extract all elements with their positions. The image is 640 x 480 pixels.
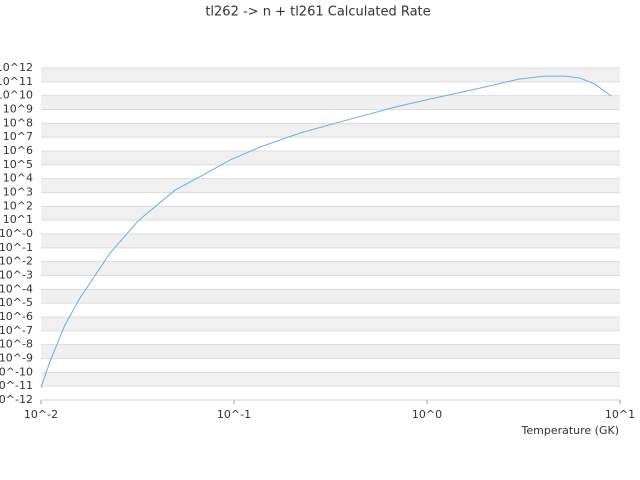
y-tick-label: 10^9	[3, 103, 33, 116]
x-tick-label: 10^-1	[217, 408, 251, 421]
y-tick-label: 10^7	[3, 130, 33, 143]
y-tick-label: 10^-11	[0, 379, 33, 392]
y-tick-label: 10^-12	[0, 393, 33, 406]
y-tick-label: 10^-5	[0, 296, 33, 309]
grid-band	[41, 344, 620, 359]
grid-band	[41, 151, 620, 165]
y-tick-label: 10^11	[0, 75, 33, 88]
y-tick-label: 10^8	[3, 116, 33, 129]
y-tick-label: 10^-0	[0, 227, 33, 240]
y-tick-label: 10^12	[0, 61, 33, 74]
y-tick-label: 10^-1	[0, 241, 33, 254]
y-tick-label: 10^10	[0, 89, 33, 102]
y-tick-label: 10^-10	[0, 365, 33, 378]
grid-band	[41, 206, 620, 221]
grid-band	[41, 95, 620, 110]
grid-band	[41, 178, 620, 193]
y-tick-label: 10^-9	[0, 352, 33, 365]
grid-band	[41, 289, 620, 304]
y-tick-label: 10^-6	[0, 310, 33, 323]
y-tick-label: 10^-2	[0, 255, 33, 268]
grid-band	[41, 261, 620, 276]
y-tick-label: 10^2	[3, 199, 33, 212]
grid-band	[41, 68, 620, 82]
grid-band	[41, 317, 620, 331]
x-tick-label: 10^-2	[24, 408, 58, 421]
y-tick-label: 10^-4	[0, 282, 33, 295]
y-tick-label: 10^1	[3, 213, 33, 226]
y-tick-label: 10^4	[3, 172, 33, 185]
x-axis-label: Temperature (GK)	[521, 424, 620, 437]
y-tick-label: 10^3	[3, 186, 33, 199]
y-tick-label: 10^6	[3, 144, 33, 157]
x-tick-label: 10^0	[412, 408, 442, 421]
y-tick-label: 10^-7	[0, 324, 33, 337]
y-tick-label: 10^-3	[0, 269, 33, 282]
grid-band	[41, 234, 620, 248]
grid-band	[41, 123, 620, 138]
x-tick-label: 10^1	[605, 408, 635, 421]
y-tick-label: 10^-8	[0, 338, 33, 351]
data-line	[40, 75, 612, 388]
y-tick-label: 10^5	[3, 158, 33, 171]
chart-title: tl262 -> n + tl261 Calculated Rate	[205, 5, 430, 20]
grid-band	[41, 372, 620, 387]
